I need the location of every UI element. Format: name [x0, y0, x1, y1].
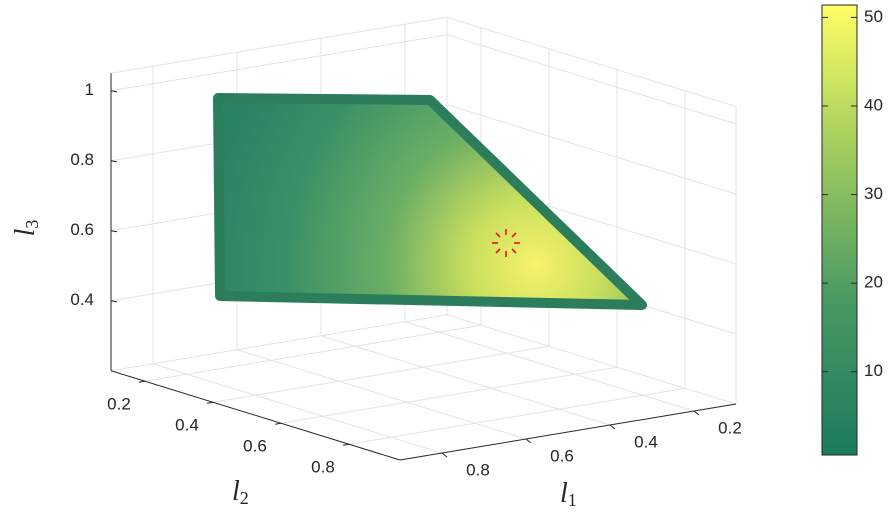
grid-line	[144, 324, 482, 382]
y-tick	[342, 443, 350, 446]
y-tick-label: 0.8	[311, 458, 335, 477]
y-tick	[274, 422, 282, 425]
box-edge	[446, 16, 737, 107]
x-tick	[609, 424, 616, 430]
z-tick	[110, 90, 118, 93]
box-edge	[110, 16, 448, 74]
grid-line	[212, 345, 550, 403]
grid-line	[236, 349, 527, 440]
x-tick-label: 0.6	[550, 446, 574, 465]
x-tick-label: 0.2	[718, 418, 742, 437]
y-tick	[206, 401, 214, 404]
y-axis-line	[110, 370, 401, 461]
z-tick-label: 0.8	[70, 150, 94, 169]
grid-line	[404, 321, 695, 412]
x-axis-line	[399, 403, 737, 461]
colorbar-tick-label: 30	[864, 184, 883, 203]
colorbar-tick-label: 10	[864, 361, 883, 380]
z-tick-label: 0.4	[70, 290, 94, 309]
colorbar-tick-label: 20	[864, 273, 883, 292]
x-axis-title: l1	[560, 478, 577, 510]
z-tick-label: 0.6	[70, 220, 94, 239]
z-tick	[110, 230, 118, 233]
grid-line	[446, 34, 737, 125]
y-tick-label: 0.2	[107, 395, 131, 414]
grid-line	[152, 363, 443, 454]
grid-line	[320, 335, 611, 426]
y-title-base: l	[232, 476, 240, 507]
scatter-surface	[213, 93, 647, 310]
x-tick	[693, 410, 700, 416]
z-title-base: l	[10, 228, 41, 236]
box-edge	[110, 314, 448, 372]
y-axis-title: l2	[232, 476, 249, 508]
x-tick	[441, 452, 448, 458]
grid-line	[110, 34, 448, 92]
z-tick-label: 1	[85, 80, 94, 99]
colorbar	[821, 4, 858, 456]
y-tick	[138, 380, 146, 383]
colorbar-tick-label: 40	[864, 95, 883, 114]
x-tick-label: 0.8	[466, 460, 490, 479]
y-title-sub: 2	[240, 488, 249, 508]
z-tick	[110, 300, 118, 303]
y-tick-label: 0.6	[243, 437, 267, 456]
grid-line	[446, 104, 737, 195]
grid-line	[348, 387, 686, 445]
z-title-sub: 3	[22, 220, 42, 229]
optimum-marker	[492, 229, 520, 257]
x-title-sub: 1	[568, 490, 577, 510]
grid	[110, 16, 737, 454]
colorbar-tick-label: 50	[864, 7, 883, 26]
grid-line	[280, 366, 618, 424]
box-edge	[446, 314, 737, 405]
axes: 0.4 0.6 0.8 1 0.2 0.4 0.6 0.8 0.2 0.4 0.6 0.8	[70, 73, 742, 479]
x-tick-label: 0.4	[634, 432, 658, 451]
x-title-base: l	[560, 478, 568, 509]
x-tick	[525, 438, 532, 444]
y-tick-label: 0.4	[175, 416, 199, 435]
z-tick	[110, 160, 118, 163]
z-axis-title: l3	[10, 220, 42, 237]
